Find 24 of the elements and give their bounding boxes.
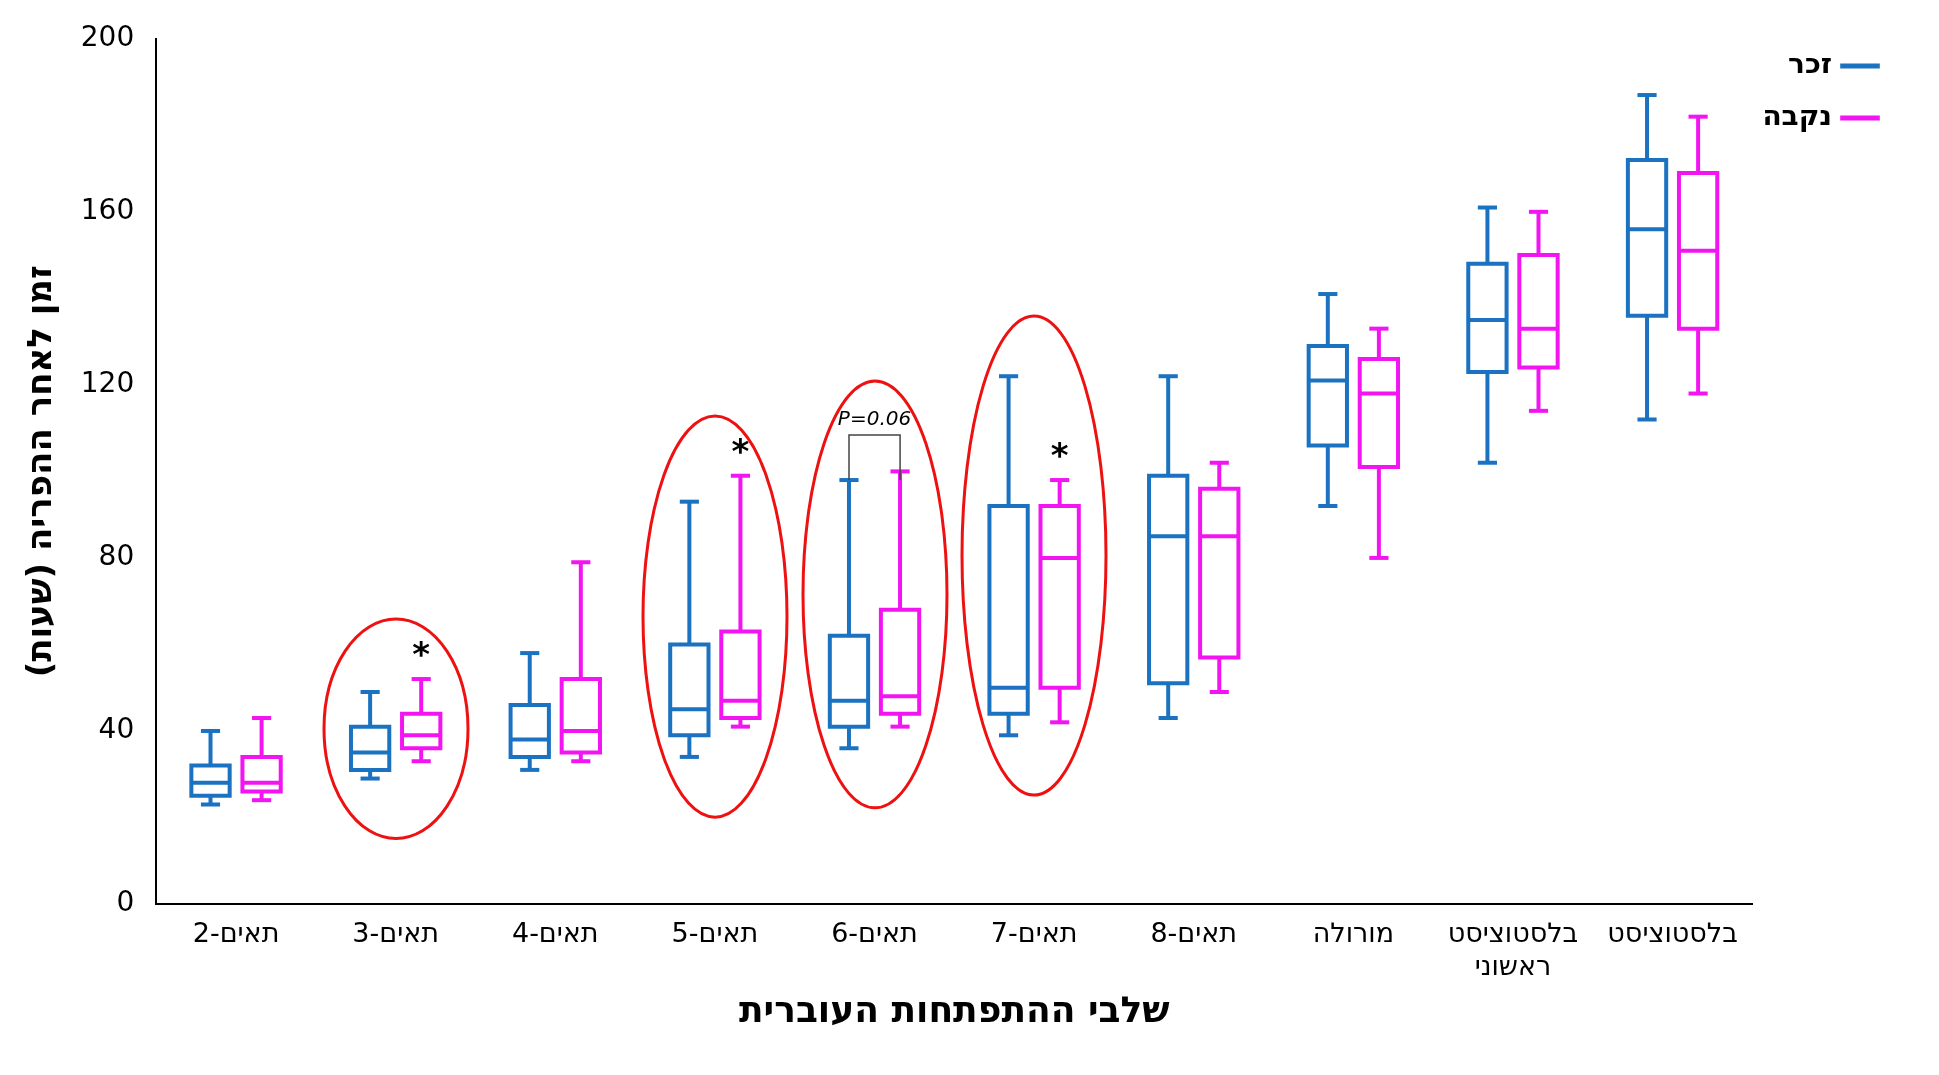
y-axis-title: זמן לאחר ההפריה (שעות) [19,265,60,678]
x-tick-label: בלסטוציסט ראשוני [1447,917,1579,981]
x-tick-label: 2-תאים [192,917,280,949]
y-tick-label: 40 [98,712,135,746]
y-tick-label: 80 [98,539,135,573]
x-tick-label: 4-תאים [511,917,599,949]
annotation: * [731,430,750,471]
x-tick-label: 5-תאים [671,917,759,949]
x-tick-label: מורולה [1312,917,1394,949]
x-tick-label: 7-תאים [990,917,1078,949]
annotation: * [412,633,431,674]
x-tick-label: 3-תאים [352,917,439,949]
y-tick-label: 0 [116,885,135,919]
y-tick-label: 200 [80,20,135,54]
y-tick-label: 160 [80,193,135,227]
x-axis-title: שלבי ההתפתחות העוברית [739,988,1170,1030]
annotation: P=0.06 [837,405,912,430]
x-tick-label: בלסטוציסט [1607,917,1738,949]
legend-label: נקבה [1762,99,1832,133]
legend-label: זכר [1788,47,1832,81]
annotation: * [1050,434,1069,475]
x-tick-label: 8-תאים [1150,917,1238,949]
x-tick-label: 6-תאים [831,917,918,949]
y-tick-label: 120 [80,366,135,400]
